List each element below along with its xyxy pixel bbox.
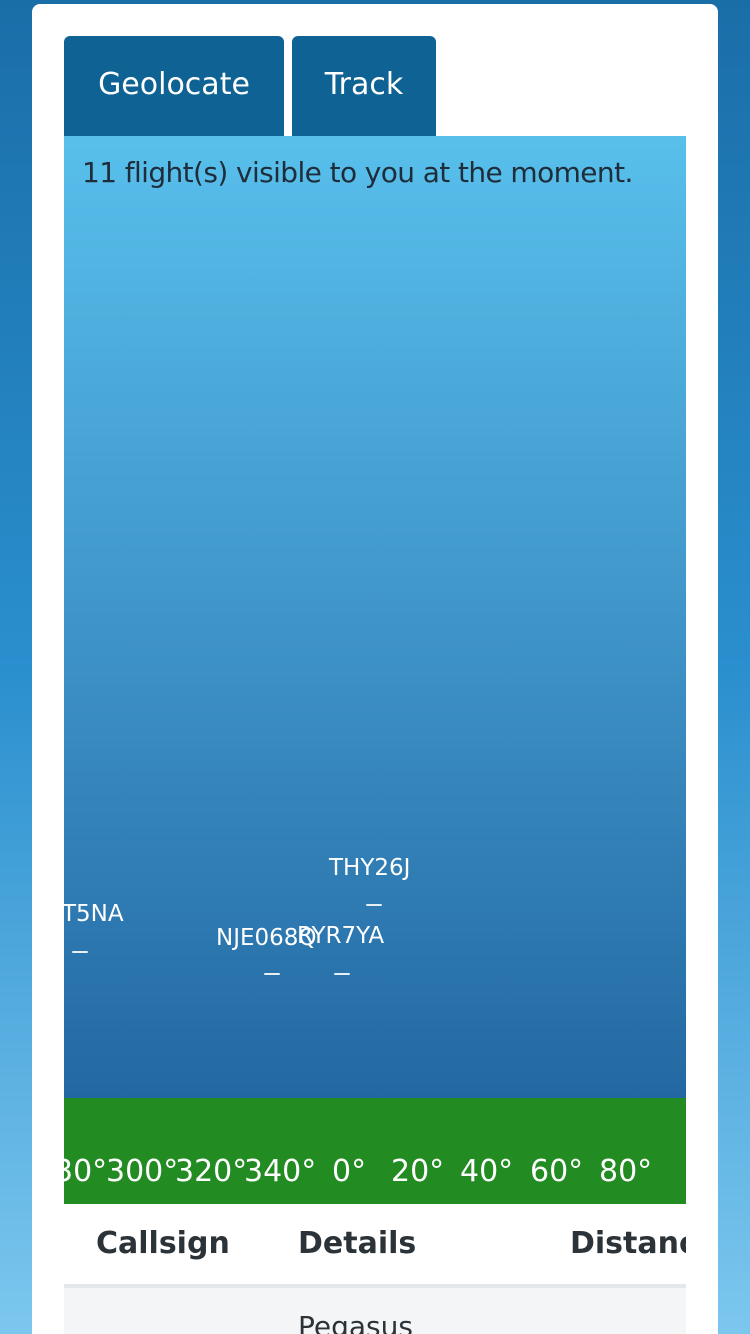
plane-icon — [366, 904, 382, 906]
plane-icon — [72, 951, 88, 953]
flights-table-header: Callsign Details Distance — [64, 1204, 686, 1288]
compass-label: 80° — [599, 1154, 653, 1189]
compass-label: 300° — [106, 1154, 179, 1189]
flight-label-ryr7ya[interactable]: RYR7YA — [297, 923, 385, 949]
ground-compass: 30° 300° 320° 340° 0° 20° 40° 60° 80° — [64, 1098, 686, 1204]
compass-label: 60° — [530, 1154, 584, 1189]
column-header-callsign[interactable]: Callsign — [96, 1226, 230, 1261]
row-details: Pegasus — [298, 1310, 413, 1334]
plane-icon — [334, 973, 350, 975]
track-button[interactable]: Track — [292, 36, 436, 136]
compass-label: 0° — [332, 1154, 367, 1189]
flight-count-text: 11 flight(s) visible to you at the momen… — [82, 156, 633, 189]
column-header-details[interactable]: Details — [298, 1226, 417, 1261]
compass-label: 20° — [391, 1154, 445, 1189]
compass-label: 340° — [244, 1154, 317, 1189]
column-header-distance[interactable]: Distance — [570, 1226, 686, 1261]
flight-label-t5na[interactable]: T5NA — [64, 901, 124, 927]
main-card: Geolocate Track 11 flight(s) visible to … — [32, 4, 718, 1334]
flight-label-thy26j[interactable]: THY26J — [329, 855, 411, 881]
compass-label: 30° — [64, 1154, 108, 1189]
sky-view: 11 flight(s) visible to you at the momen… — [64, 136, 686, 1098]
compass-label: 40° — [460, 1154, 514, 1189]
geolocate-button[interactable]: Geolocate — [64, 36, 284, 136]
flight-label-nje068q[interactable]: NJE068Q — [216, 925, 317, 951]
compass-label: 320° — [175, 1154, 248, 1189]
plane-icon — [264, 973, 280, 975]
table-row[interactable]: Pegasus — [64, 1288, 686, 1334]
